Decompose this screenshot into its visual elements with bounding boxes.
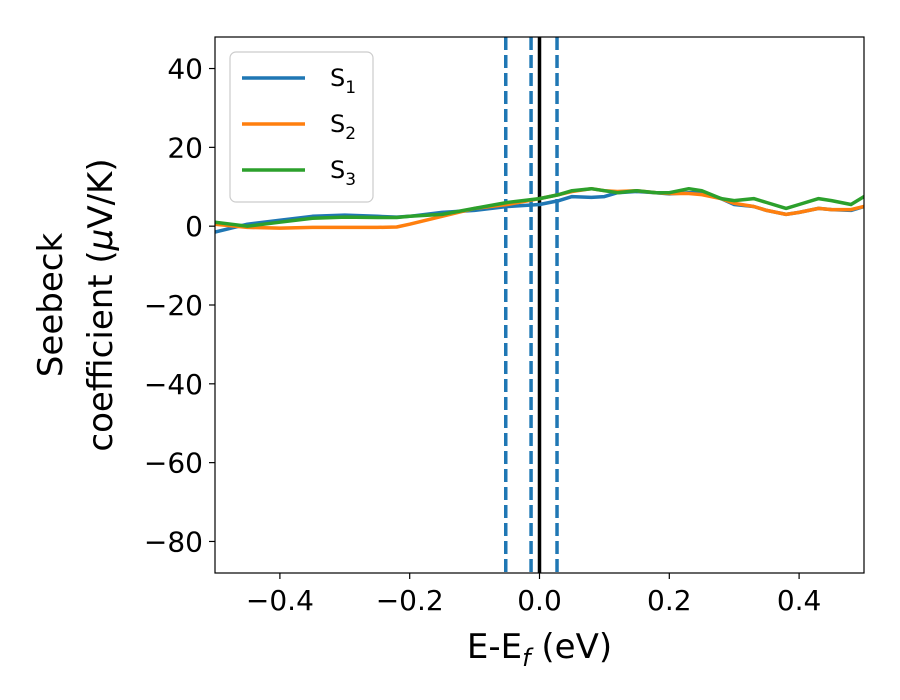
x-axis-ticks: −0.4 −0.2 0.0 0.2 0.4 xyxy=(246,573,821,617)
legend-label-s3: S3 xyxy=(330,156,356,190)
y-tick-label: 40 xyxy=(167,53,203,86)
x-tick-label: 0.4 xyxy=(777,584,822,617)
x-tick-label: 0.2 xyxy=(647,584,692,617)
y-tick-label: −20 xyxy=(144,289,203,322)
y-axis-label-line1: Seebeck xyxy=(31,233,71,378)
y-axis-ticks: 40 20 0 −20 −40 −60 −80 xyxy=(144,53,215,558)
legend-label-s1: S1 xyxy=(330,64,356,98)
legend: S1 S2 S3 xyxy=(229,51,374,203)
y-tick-label: 20 xyxy=(167,131,203,164)
y-tick-label: 0 xyxy=(185,210,203,243)
y-axis-label-line2: coefficient (μV/K) xyxy=(81,158,121,451)
y-tick-label: −60 xyxy=(144,447,203,480)
plot-content xyxy=(215,37,864,573)
x-tick-label: −0.2 xyxy=(376,584,444,617)
series-line-s3 xyxy=(215,186,864,228)
x-tick-label: 0.0 xyxy=(517,584,562,617)
legend-box xyxy=(229,51,374,203)
legend-label-s2: S2 xyxy=(330,110,356,144)
y-tick-label: −40 xyxy=(144,368,203,401)
y-tick-label: −80 xyxy=(144,525,203,558)
x-axis-label: E-Ef (eV) xyxy=(467,627,612,672)
x-tick-label: −0.4 xyxy=(246,584,314,617)
